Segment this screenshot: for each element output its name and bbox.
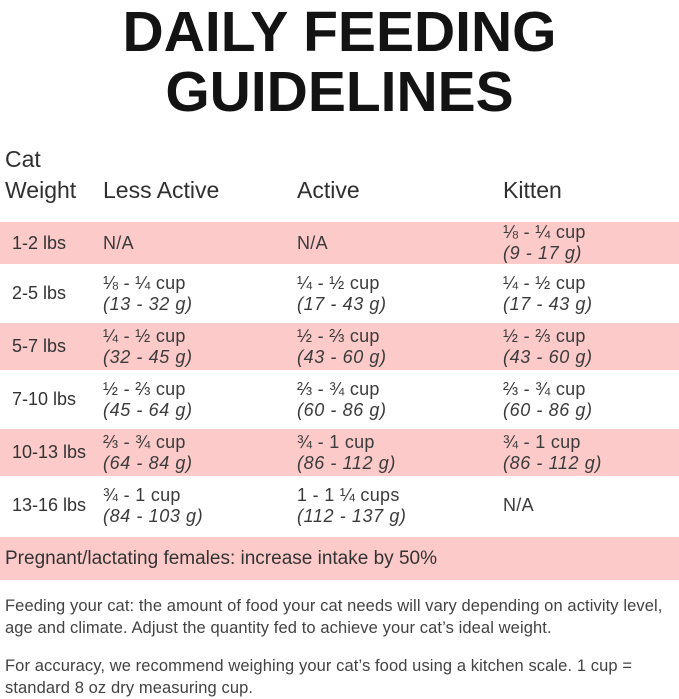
less-active-cell: N/A (98, 233, 292, 254)
cups-value: ⅔ - ¾ cup (103, 431, 186, 452)
table-row: 7-10 lbs ½ - ⅔ cup (45 - 64 g) ⅔ - ¾ cup… (0, 373, 679, 426)
weight-cell: 1-2 lbs (12, 232, 67, 253)
weight-cell: 10-13 lbs (12, 442, 87, 462)
cups-value: N/A (503, 495, 534, 515)
page-title-line1: DAILY FEEDING (122, 0, 557, 64)
active-cell: 1 - 1 ¼ cups (112 - 137 g) (292, 485, 498, 527)
table-row: 13-16 lbs ¾ - 1 cup (84 - 103 g) 1 - 1 ¼… (0, 479, 679, 532)
weight-cell: 2-5 lbs (12, 283, 67, 303)
cups-value: ⅔ - ¾ cup (297, 378, 380, 399)
grams-value: (60 - 86 g) (503, 399, 593, 420)
grams-value: (112 - 137 g) (297, 505, 407, 526)
header-weight-line: Weight (5, 177, 77, 203)
active-cell: ⅔ - ¾ cup (60 - 86 g) (292, 379, 498, 421)
footnote-feeding: Feeding your cat: the amount of food you… (5, 597, 663, 637)
pregnant-lactating-note: Pregnant/lactating females: increase int… (0, 537, 679, 580)
less-active-cell: ½ - ⅔ cup (45 - 64 g) (98, 379, 292, 421)
active-cell: N/A (292, 233, 498, 254)
active-cell: ½ - ⅔ cup (43 - 60 g) (292, 326, 498, 368)
table-row: 1-2 lbs N/A N/A ⅛ - ¼ cup (9 - 17 g) (0, 219, 679, 267)
cups-value: N/A (103, 232, 134, 253)
weight-cell: 5-7 lbs (12, 336, 67, 356)
weight-cell: 7-10 lbs (12, 389, 77, 409)
cups-value: ¼ - ½ cup (297, 272, 380, 293)
feeding-table: 1-2 lbs N/A N/A ⅛ - ¼ cup (9 - 17 g) 2-5… (0, 219, 679, 532)
kitten-cell: ⅔ - ¾ cup (60 - 86 g) (498, 379, 679, 421)
cups-value: ¾ - 1 cup (297, 431, 375, 452)
page-title-line2: GUIDELINES (165, 60, 514, 124)
table-header-kitten: Kitten (503, 177, 562, 203)
table-row: 5-7 lbs ¼ - ½ cup (32 - 45 g) ½ - ⅔ cup … (0, 320, 679, 373)
table-header-row: Cat Weight Less Active Active Kitten (0, 144, 679, 210)
less-active-cell: ⅛ - ¼ cup (13 - 32 g) (98, 273, 292, 315)
cups-value: ½ - ⅔ cup (503, 325, 586, 346)
grams-value: (17 - 43 g) (503, 293, 593, 314)
cups-value: ⅔ - ¾ cup (503, 378, 586, 399)
kitten-cell: ¼ - ½ cup (17 - 43 g) (498, 273, 679, 315)
cups-value: ¾ - 1 cup (503, 431, 581, 452)
weight-cell: 13-16 lbs (12, 495, 87, 515)
cups-value: ½ - ⅔ cup (297, 325, 380, 346)
grams-value: (9 - 17 g) (503, 243, 583, 263)
cups-value: ⅛ - ¼ cup (503, 222, 586, 242)
grams-value: (13 - 32 g) (103, 293, 193, 314)
cups-value: N/A (297, 232, 328, 253)
grams-value: (43 - 60 g) (503, 346, 593, 367)
less-active-cell: ¾ - 1 cup (84 - 103 g) (98, 485, 292, 527)
grams-value: (84 - 103 g) (103, 505, 204, 526)
active-cell: ¼ - ½ cup (17 - 43 g) (292, 273, 498, 315)
cups-value: ⅛ - ¼ cup (103, 272, 186, 293)
grams-value: (64 - 84 g) (103, 452, 193, 473)
kitten-cell: ⅛ - ¼ cup (9 - 17 g) (498, 222, 679, 264)
less-active-cell: ¼ - ½ cup (32 - 45 g) (98, 326, 292, 368)
grams-value: (43 - 60 g) (297, 346, 387, 367)
grams-value: (86 - 112 g) (503, 452, 602, 473)
active-cell: ¾ - 1 cup (86 - 112 g) (292, 432, 498, 474)
cups-value: ¾ - 1 cup (103, 484, 181, 505)
cups-value: ¼ - ½ cup (503, 272, 586, 293)
grams-value: (17 - 43 g) (297, 293, 387, 314)
grams-value: (60 - 86 g) (297, 399, 387, 420)
table-row: 2-5 lbs ⅛ - ¼ cup (13 - 32 g) ¼ - ½ cup … (0, 267, 679, 320)
table-row: 10-13 lbs ⅔ - ¾ cup (64 - 84 g) ¾ - 1 cu… (0, 426, 679, 479)
kitten-cell: N/A (498, 495, 679, 516)
grams-value: (86 - 112 g) (297, 452, 396, 473)
cups-value: ¼ - ½ cup (103, 325, 186, 346)
kitten-cell: ¾ - 1 cup (86 - 112 g) (498, 432, 679, 474)
footnote-accuracy: For accuracy, we recommend weighing your… (5, 657, 633, 697)
table-header-active: Active (297, 177, 360, 203)
page-title: DAILY FEEDING GUIDELINES (0, 0, 679, 122)
kitten-cell: ½ - ⅔ cup (43 - 60 g) (498, 326, 679, 368)
cups-value: ½ - ⅔ cup (103, 378, 186, 399)
table-header-less-active: Less Active (103, 177, 220, 203)
less-active-cell: ⅔ - ¾ cup (64 - 84 g) (98, 432, 292, 474)
table-header-cat-weight: Cat Weight (0, 144, 98, 210)
grams-value: (32 - 45 g) (103, 346, 193, 367)
cups-value: 1 - 1 ¼ cups (297, 484, 400, 505)
footnotes: Feeding your cat: the amount of food you… (0, 595, 679, 699)
header-cat-line: Cat (5, 146, 41, 172)
grams-value: (45 - 64 g) (103, 399, 193, 420)
